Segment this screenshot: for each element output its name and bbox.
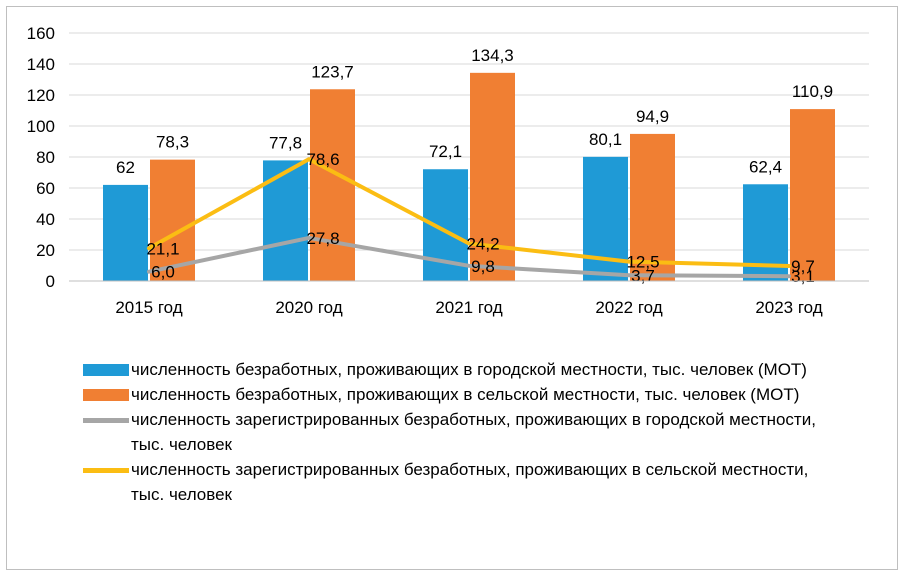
legend-item-urban-registered: численность зарегистрированных безработн… — [83, 407, 843, 457]
y-tick-label: 160 — [27, 24, 55, 43]
y-tick-label: 60 — [36, 179, 55, 198]
legend-item-urban-unemployed: численность безработных, проживающих в г… — [83, 357, 843, 382]
y-tick-label: 40 — [36, 210, 55, 229]
bar-rural — [150, 159, 195, 281]
series-line-urban-registered — [147, 235, 791, 279]
data-label: 80,1 — [589, 130, 622, 149]
bar-rural — [630, 133, 675, 281]
y-tick-label: 120 — [27, 86, 55, 105]
data-label: 12,5 — [626, 253, 659, 272]
legend-label-rural-unemployed: численность безработных, проживающих в с… — [131, 385, 800, 404]
data-label: 6,0 — [151, 263, 175, 282]
y-tick-label: 0 — [46, 272, 55, 291]
chart-legend: численность безработных, проживающих в г… — [83, 357, 843, 507]
data-label: 24,2 — [466, 234, 499, 253]
x-tick-label: 2015 год — [115, 298, 182, 317]
data-label: 123,7 — [311, 62, 354, 81]
legend-line-urban-registered — [83, 418, 129, 423]
x-tick-label: 2022 год — [595, 298, 662, 317]
y-tick-label: 20 — [36, 241, 55, 260]
y-tick-label: 100 — [27, 117, 55, 136]
legend-item-rural-registered: численность зарегистрированных безработн… — [83, 457, 843, 507]
series-line-rural-registered — [147, 157, 791, 268]
y-tick-label: 140 — [27, 55, 55, 74]
legend-line-rural-registered — [83, 468, 129, 473]
data-label: 72,1 — [429, 142, 462, 161]
bar-urban — [263, 160, 308, 281]
legend-item-rural-unemployed: численность безработных, проживающих в с… — [83, 382, 843, 407]
legend-swatch-urban-unemployed — [83, 364, 129, 376]
data-label: 27,8 — [306, 229, 339, 248]
x-tick-label: 2020 год — [275, 298, 342, 317]
data-label: 94,9 — [636, 107, 669, 126]
legend-swatch-rural-unemployed — [83, 389, 129, 401]
bar-urban — [103, 184, 148, 281]
data-label: 9,8 — [471, 257, 495, 276]
chart-frame: 0 20 40 60 80 100 120 140 160 2015 год 2020 год 202… — [6, 6, 898, 570]
data-label: 9,7 — [791, 257, 815, 276]
data-label: 62 — [116, 158, 135, 177]
data-label: 62,4 — [749, 157, 782, 176]
x-tick-label: 2021 год — [435, 298, 502, 317]
data-label: 110,9 — [792, 82, 833, 101]
legend-label-urban-unemployed: численность безработных, проживающих в г… — [131, 360, 807, 379]
bar-rural — [790, 109, 835, 281]
bar-rural — [310, 89, 355, 281]
legend-label-rural-registered: численность зарегистрированных безработн… — [131, 460, 809, 504]
data-label: 78,6 — [306, 150, 339, 169]
x-tick-label: 2023 год — [755, 298, 822, 317]
data-label: 78,3 — [156, 133, 189, 152]
data-label: 77,8 — [269, 133, 302, 152]
chart-plot: 0 20 40 60 80 100 120 140 160 2015 год 2020 год 202… — [27, 24, 869, 317]
data-label: 21,1 — [146, 239, 179, 258]
y-tick-label: 80 — [36, 148, 55, 167]
legend-label-urban-registered: численность зарегистрированных безработн… — [131, 410, 816, 454]
data-label: 134,3 — [471, 46, 514, 65]
